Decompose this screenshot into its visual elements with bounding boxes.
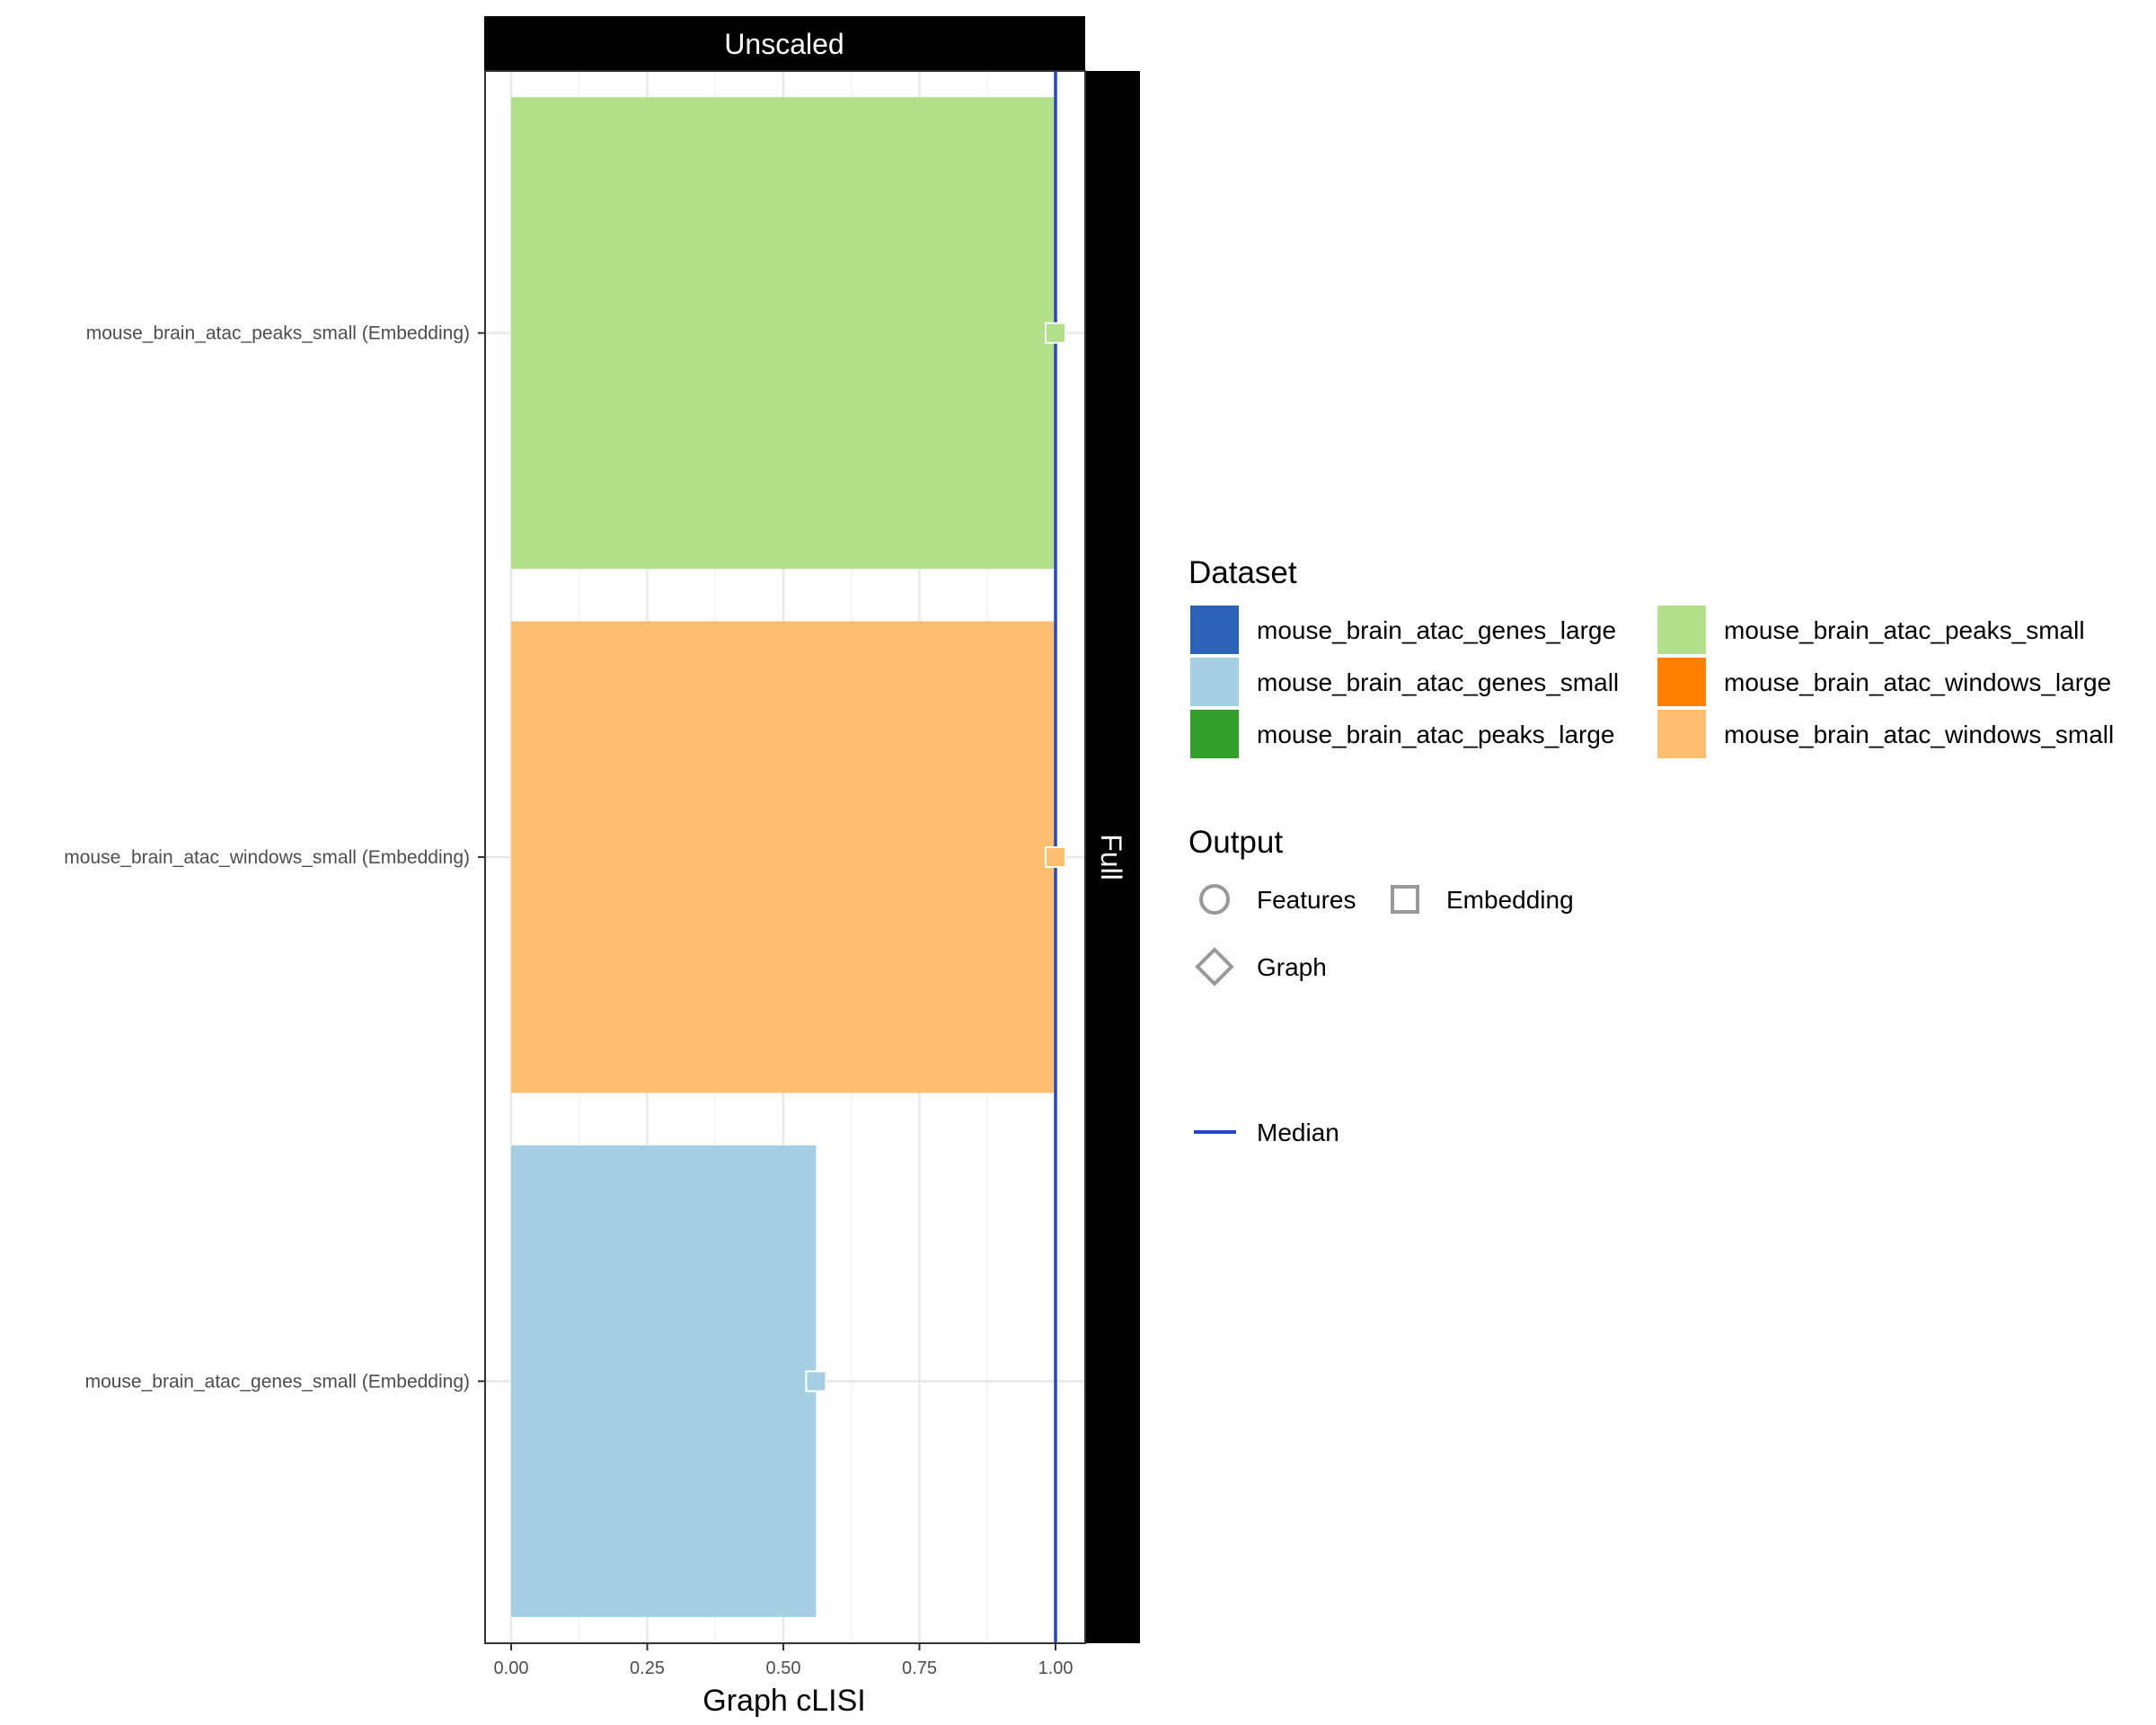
legend: Dataset mouse_brain_atac_genes_large mous…: [1188, 555, 2114, 1146]
facet-strip-top: [484, 16, 1085, 71]
legend-swatch: [1188, 708, 1241, 760]
legend-swatch: [1188, 656, 1241, 708]
x-tick-label: 0.75: [902, 1659, 937, 1678]
bar: [511, 1145, 817, 1617]
facet-strip-right: [1085, 71, 1140, 1643]
legend-dataset-label: mouse_brain_atac_windows_large: [1724, 668, 2111, 696]
y-category-label: mouse_brain_atac_peaks_small (Embedding): [86, 323, 470, 344]
x-tick-label: 0.50: [766, 1659, 801, 1678]
legend-swatch: [1188, 604, 1241, 656]
bar: [511, 97, 1056, 570]
legend-dataset-title: Dataset: [1188, 555, 1297, 590]
legend-median: Median: [1194, 1119, 1339, 1146]
x-tick-label: 0.00: [494, 1659, 529, 1678]
square-marker: [1045, 846, 1066, 868]
legend-dataset-label: mouse_brain_atac_genes_large: [1257, 616, 1616, 644]
circle-icon: [1199, 884, 1230, 915]
x-tick-label: 1.00: [1038, 1659, 1074, 1678]
y-axis-categories: mouse_brain_atac_peaks_small (Embedding)…: [64, 323, 485, 1392]
legend-output-title: Output: [1188, 825, 1283, 860]
square-marker: [1045, 322, 1066, 344]
square-icon: [1391, 885, 1419, 914]
legend-output-graph-label: Graph: [1257, 953, 1327, 981]
y-category-label: mouse_brain_atac_genes_small (Embedding): [85, 1371, 470, 1392]
legend-dataset-label: mouse_brain_atac_peaks_small: [1724, 616, 2085, 644]
legend-dataset-label: mouse_brain_atac_windows_small: [1724, 721, 2114, 748]
legend-swatch: [1656, 604, 1708, 656]
bar: [511, 621, 1056, 1093]
x-axis-title: Graph cLISI: [702, 1684, 865, 1718]
diamond-icon: [1195, 947, 1234, 986]
legend-dataset-label: mouse_brain_atac_peaks_large: [1257, 721, 1615, 748]
x-axis-ticks: 0.00 0.25 0.50 0.75 1.00: [494, 1643, 1074, 1678]
legend-output-graph: Graph: [1195, 947, 1327, 986]
legend-output-features-label: Features: [1257, 886, 1356, 914]
y-category-label: mouse_brain_atac_windows_small (Embeddin…: [64, 847, 470, 868]
legend-output-embedding-label: Embedding: [1446, 886, 1574, 914]
legend-output-embedding: Embedding: [1391, 885, 1574, 914]
markers: [805, 322, 1066, 1393]
facet-label-right: Full: [1095, 834, 1127, 880]
legend-dataset-label: mouse_brain_atac_genes_small: [1257, 668, 1619, 696]
square-marker: [805, 1370, 827, 1393]
legend-output-features: Features: [1199, 884, 1356, 915]
legend-swatch: [1656, 656, 1708, 708]
legend-datasets: mouse_brain_atac_genes_large mouse_brain_…: [1188, 604, 2114, 760]
x-tick-label: 0.25: [630, 1659, 665, 1678]
legend-swatch: [1656, 708, 1708, 760]
legend-median-label: Median: [1257, 1119, 1339, 1146]
facet-label-top: Unscaled: [724, 28, 844, 60]
bars: [511, 97, 1056, 1617]
